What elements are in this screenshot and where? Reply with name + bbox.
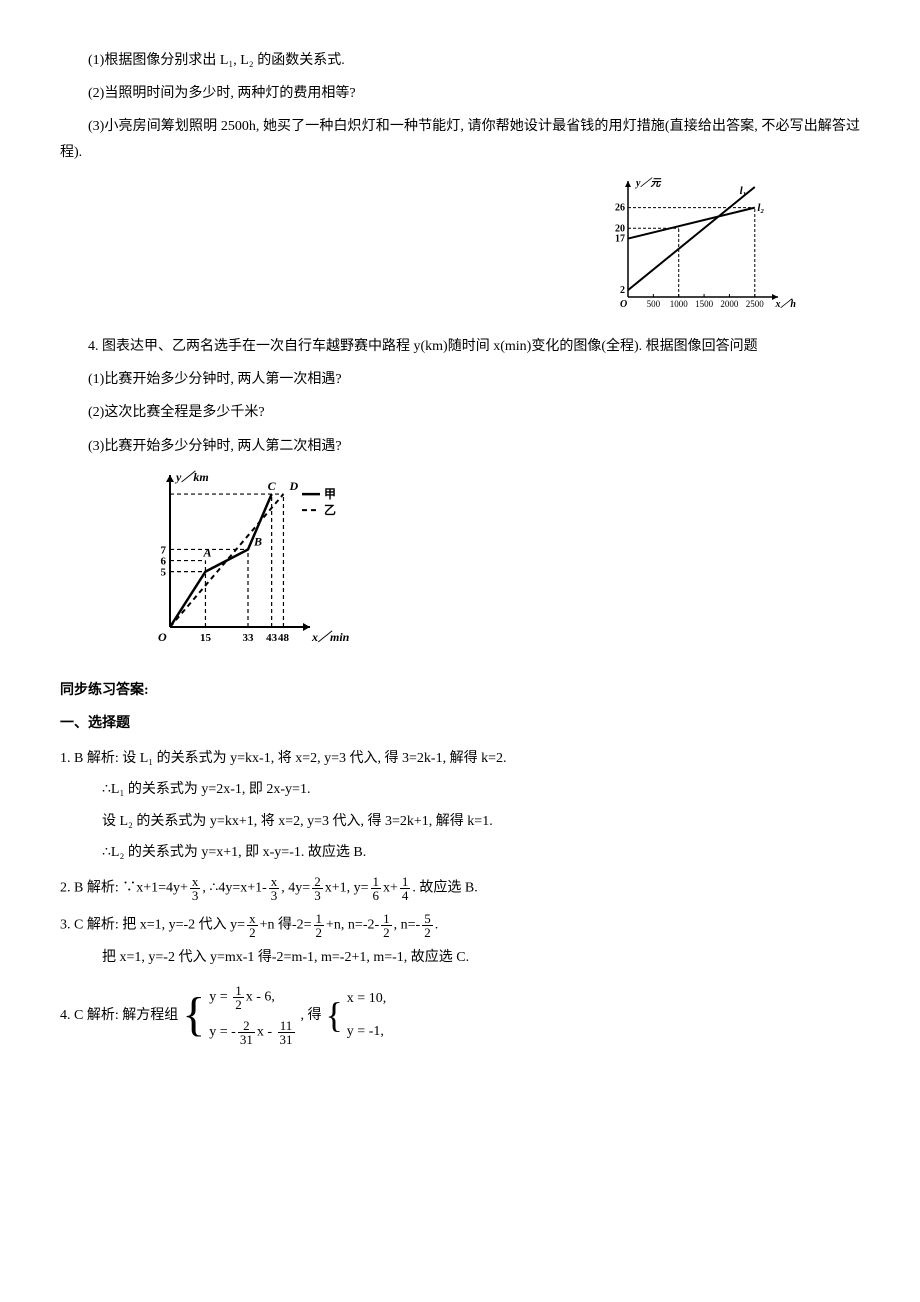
a4-pre: 4. C 解析: 解方程组: [60, 1003, 178, 1028]
a2-m4: x+: [383, 881, 398, 896]
svg-text:15: 15: [200, 632, 212, 644]
svg-text:甲: 甲: [324, 487, 336, 501]
answer-3-s1: 把 x=1, y=-2 代入 y=mx-1 得-2=m-1, m=-2+1, m…: [102, 945, 860, 970]
svg-text:D: D: [288, 479, 298, 493]
svg-text:O: O: [158, 630, 167, 644]
frac: 12: [381, 912, 392, 939]
svg-text:43: 43: [266, 632, 278, 644]
svg-text:2: 2: [620, 285, 625, 296]
answer-1-s2: 设 L₂ 的关系式为 y=kx+1, 将 x=2, y=3 代入, 得 3=2k…: [102, 809, 860, 834]
svg-text:5: 5: [161, 566, 167, 578]
frac: 12: [314, 912, 325, 939]
answer-1-head: 1. B 解析: 设 L₁ 的关系式为 y=kx-1, 将 x=2, y=3 代…: [60, 746, 860, 771]
answer-3-line: 3. C 解析: 把 x=1, y=-2 代入 y=x2+n 得-2=12+n,…: [60, 912, 860, 939]
svg-text:O: O: [620, 299, 627, 310]
answer-1-s1: ∴L₁ 的关系式为 y=2x-1, 即 2x-y=1.: [102, 777, 860, 802]
svg-text:26: 26: [615, 202, 625, 213]
answer-1: 1. B 解析: 设 L₁ 的关系式为 y=kx-1, 将 x=2, y=3 代…: [60, 746, 860, 865]
svg-text:B: B: [253, 534, 262, 548]
a2-pre: 2. B 解析: ∵x+1=4y+: [60, 881, 188, 896]
a3-m3: , n=-: [394, 918, 421, 933]
a2-tail: . 故应选 B.: [412, 881, 477, 896]
a2-m2: , 4y=: [281, 881, 310, 896]
svg-text:C: C: [268, 479, 277, 493]
frac: x2: [247, 912, 258, 939]
svg-text:A: A: [202, 545, 211, 559]
answers-heading: 同步练习答案:: [60, 678, 860, 703]
svg-text:2000: 2000: [720, 299, 739, 309]
svg-text:x／h: x／h: [774, 298, 796, 310]
svg-text:l₁: l₁: [740, 185, 747, 197]
q3-part3: (3)小亮房间筹划照明 2500h, 她买了一种白炽灯和一种节能灯, 请你帮她设…: [60, 114, 860, 164]
svg-text:2500: 2500: [746, 299, 765, 309]
answer-1-s3: ∴L₂ 的关系式为 y=x+1, 即 x-y=-1. 故应选 B.: [102, 840, 860, 865]
svg-text:33: 33: [243, 632, 255, 644]
svg-text:y／元: y／元: [635, 177, 661, 189]
svg-text:x／min: x／min: [311, 630, 350, 644]
svg-text:乙: 乙: [324, 503, 336, 517]
svg-text:17: 17: [615, 233, 625, 244]
system-2: { x = 10, y = -1,: [326, 982, 387, 1048]
answer-4: 4. C 解析: 解方程组 { y = 12x - 6, y = -231x -…: [60, 980, 860, 1050]
answer-3: 3. C 解析: 把 x=1, y=-2 代入 y=x2+n 得-2=12+n,…: [60, 912, 860, 970]
svg-text:500: 500: [647, 299, 661, 309]
q4-intro: 4. 图表达甲、乙两名选手在一次自行车越野赛中路程 y(km)随时间 x(min…: [60, 334, 860, 359]
a2-m3: x+1, y=: [325, 881, 369, 896]
answer-2: 2. B 解析: ∵x+1=4y+x3, ∴4y=x+1-x3, 4y=23x+…: [60, 875, 860, 902]
frac: 16: [371, 875, 382, 902]
a3-pre: 3. C 解析: 把 x=1, y=-2 代入 y=: [60, 918, 245, 933]
chart-bike-race: 76515334348ABCDy／kmx／minO甲乙: [140, 469, 860, 658]
answer-2-line: 2. B 解析: ∵x+1=4y+x3, ∴4y=x+1-x3, 4y=23x+…: [60, 875, 860, 902]
frac: 14: [400, 875, 411, 902]
system-1: { y = 12x - 6, y = -231x - 1131: [182, 980, 296, 1050]
q4-part1: (1)比赛开始多少分钟时, 两人第一次相遇?: [60, 367, 860, 392]
frac: 52: [422, 912, 433, 939]
q3-part2: (2)当照明时间为多少时, 两种灯的费用相等?: [60, 81, 860, 106]
frac: 23: [312, 875, 323, 902]
answer-4-line: 4. C 解析: 解方程组 { y = 12x - 6, y = -231x -…: [60, 980, 860, 1050]
q4-part2: (2)这次比赛全程是多少千米?: [60, 400, 860, 425]
frac: x3: [190, 875, 201, 902]
a4-mid: , 得: [301, 1003, 322, 1028]
answers-section1: 一、选择题: [60, 711, 860, 736]
svg-text:1000: 1000: [670, 299, 689, 309]
svg-text:1500: 1500: [695, 299, 714, 309]
svg-text:y／km: y／km: [174, 470, 209, 484]
a3-m1: +n 得-2=: [260, 918, 312, 933]
a3-m2: +n, n=-2-: [326, 918, 379, 933]
q3-part1: (1)根据图像分别求出 L₁, L₂ 的函数关系式.: [60, 48, 860, 73]
a3-tail: .: [435, 918, 439, 933]
chart-lamp-cost: 26201725001000150020002500y／元x／hOl₁l₂: [60, 175, 800, 324]
svg-text:48: 48: [278, 632, 290, 644]
svg-text:l₂: l₂: [757, 202, 764, 214]
a2-m1: , ∴4y=x+1-: [202, 881, 266, 896]
q4-part3: (3)比赛开始多少分钟时, 两人第二次相遇?: [60, 434, 860, 459]
frac: x3: [269, 875, 280, 902]
